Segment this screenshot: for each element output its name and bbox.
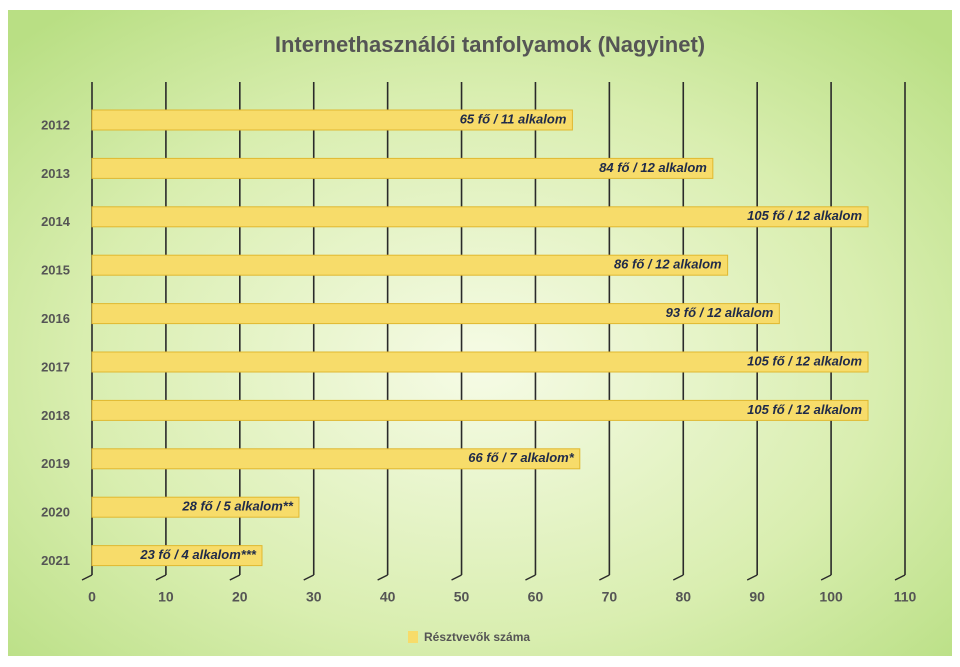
- tick-mark: [672, 574, 684, 581]
- y-tick-label: 2012: [41, 117, 70, 132]
- tick-mark: [894, 574, 906, 581]
- legend-swatch: [408, 631, 418, 643]
- bar: [91, 399, 869, 421]
- x-tick-label: 80: [675, 589, 691, 605]
- chart-title: Internethasználói tanfolyamok (Nagyinet): [275, 32, 705, 57]
- tick-mark: [377, 574, 388, 581]
- y-tick-label: 2017: [41, 359, 70, 374]
- bar: [91, 157, 714, 179]
- y-tick-label: 2016: [41, 311, 70, 326]
- x-tick-label: 60: [528, 589, 544, 605]
- y-tick-label: 2014: [41, 214, 71, 229]
- legend-label: Résztvevők száma: [424, 630, 530, 644]
- x-tick-label: 70: [602, 589, 618, 605]
- tick-mark: [303, 574, 315, 581]
- data-label: 66 fő / 7 alkalom*: [468, 450, 574, 465]
- x-tick-label: 30: [306, 589, 322, 605]
- tick-mark: [81, 574, 93, 581]
- bar: [91, 351, 869, 373]
- x-tick-label: 50: [454, 589, 470, 605]
- data-label: 105 fő / 12 alkalom: [747, 353, 862, 368]
- bar: [91, 303, 780, 325]
- y-tick-label: 2021: [41, 553, 70, 568]
- bar: [91, 254, 729, 276]
- bar: [91, 545, 263, 567]
- bar: [91, 109, 573, 131]
- bar: [91, 206, 869, 228]
- tick-mark: [525, 574, 536, 581]
- x-tick-label: 90: [749, 589, 765, 605]
- bar: [91, 496, 300, 518]
- data-label: 65 fő / 11 alkalom: [460, 111, 567, 126]
- data-label: 84 fő / 12 alkalom: [599, 160, 707, 175]
- tick-mark: [599, 574, 610, 581]
- tick-mark: [820, 574, 832, 581]
- x-tick-label: 20: [232, 589, 248, 605]
- y-tick-label: 2015: [41, 263, 70, 278]
- y-tick-label: 2019: [41, 456, 70, 471]
- data-label: 105 fő / 12 alkalom: [747, 402, 862, 417]
- x-tick-label: 40: [380, 589, 396, 605]
- x-tick-label: 100: [819, 589, 843, 605]
- x-tick-label: 110: [894, 589, 917, 605]
- data-label: 28 fő / 5 alkalom**: [181, 499, 293, 514]
- data-label: 105 fő / 12 alkalom: [747, 208, 862, 223]
- tick-mark: [229, 574, 241, 581]
- x-tick-label: 10: [158, 589, 174, 605]
- data-label: 93 fő / 12 alkalom: [666, 305, 774, 320]
- y-tick-label: 2020: [41, 505, 70, 520]
- bar: [91, 448, 581, 470]
- data-label: 23 fő / 4 alkalom***: [139, 547, 257, 562]
- y-tick-label: 2018: [41, 408, 70, 423]
- data-label: 86 fő / 12 alkalom: [614, 257, 722, 272]
- tick-mark: [451, 574, 462, 581]
- tick-mark: [746, 574, 758, 581]
- tick-mark: [155, 574, 167, 581]
- y-tick-label: 2013: [41, 166, 70, 181]
- x-tick-label: 0: [88, 589, 96, 605]
